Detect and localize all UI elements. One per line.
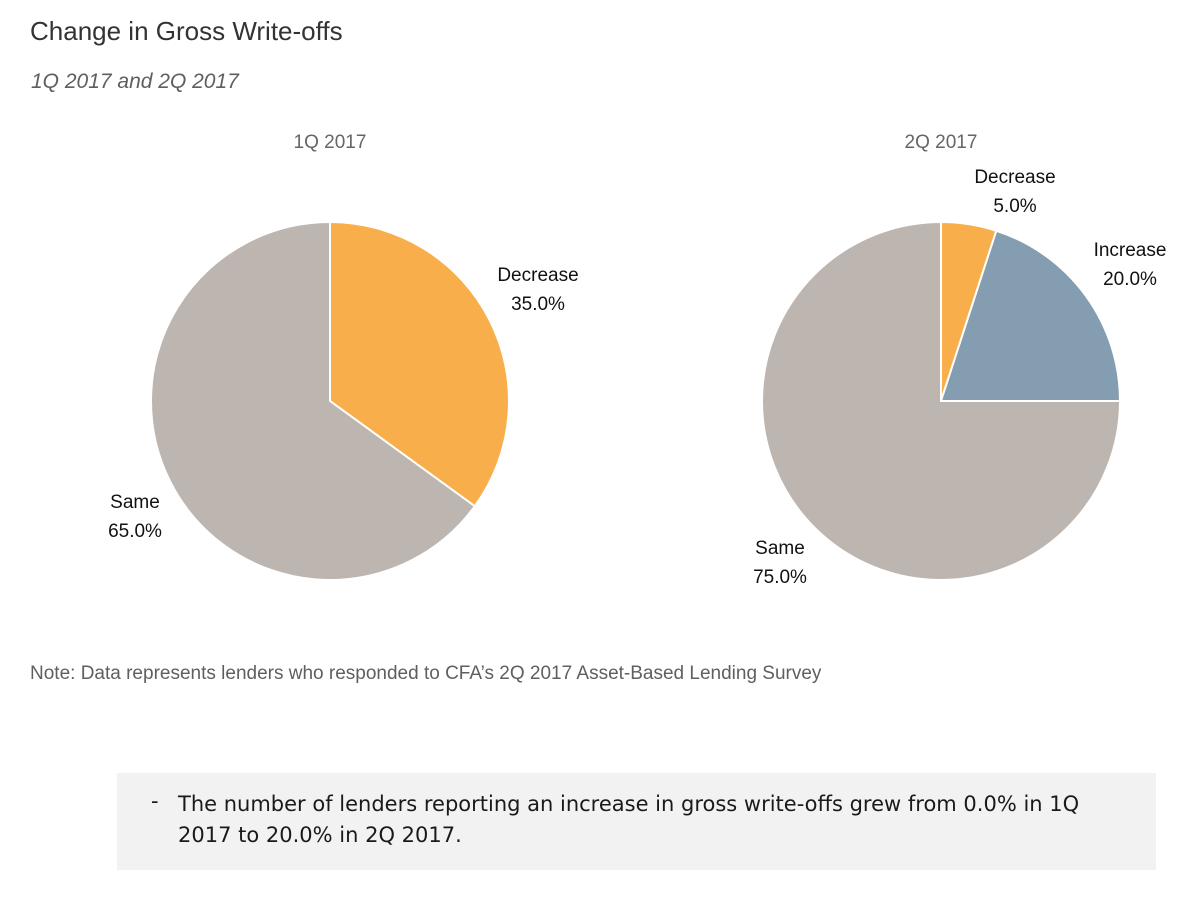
pie-1-label-decrease: Decrease xyxy=(497,265,578,286)
pie-title-2: 2Q 2017 xyxy=(905,132,978,153)
pie-1-slice-same xyxy=(150,220,477,581)
pie-2-value-decrease: 5.0% xyxy=(993,196,1036,217)
pie-1-value-same: 65.0% xyxy=(108,521,162,542)
chart-subtitle: 1Q 2017 and 2Q 2017 xyxy=(31,70,239,93)
chart-main-title: Change in Gross Write-offs xyxy=(30,16,343,46)
pie-2-label-decrease: Decrease xyxy=(974,167,1055,188)
pie-1-label-same: Same xyxy=(110,492,160,513)
chart-note: Note: Data represents lenders who respon… xyxy=(30,663,822,684)
pie-2-slice-increase xyxy=(939,229,1122,402)
pie-2-label-increase: Increase xyxy=(1094,240,1167,261)
callout-text: The number of lenders reporting an incre… xyxy=(178,792,1080,847)
pie-2-label-same: Same xyxy=(755,538,805,559)
callout-bullet: - xyxy=(151,789,159,813)
pie-2-value-same: 75.0% xyxy=(753,567,807,588)
pie-title-1: 1Q 2017 xyxy=(294,132,367,153)
summary-callout: - The number of lenders reporting an inc… xyxy=(117,773,1156,870)
pie-2-slice-same xyxy=(761,220,1122,581)
pie-2-value-increase: 20.0% xyxy=(1103,269,1157,290)
pie-1-value-decrease: 35.0% xyxy=(511,294,565,315)
pie-charts: 1Q 2017 Decrease 35.0% Same 65.0% 2Q 2017 Decr… xyxy=(108,132,1167,588)
pie-1-slice-decrease xyxy=(329,220,510,508)
